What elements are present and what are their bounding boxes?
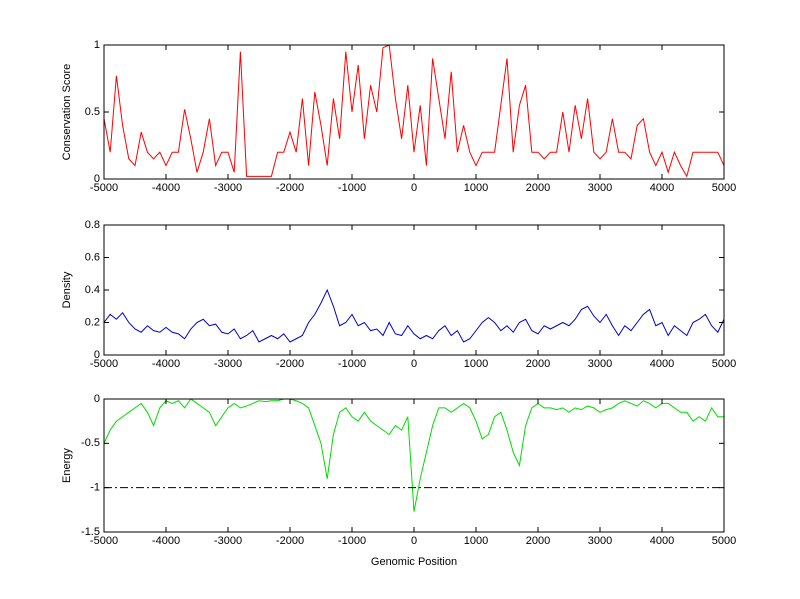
y-tick-label: 0.6 <box>85 251 100 263</box>
x-tick-label: 1000 <box>464 535 488 547</box>
x-tick-label: 4000 <box>650 535 674 547</box>
x-tick-label: 1000 <box>464 358 488 370</box>
x-tick-label: -5000 <box>90 535 118 547</box>
y-tick-label: -1 <box>90 482 100 494</box>
plot-area <box>104 225 724 355</box>
x-tick-label: -1000 <box>338 358 366 370</box>
x-tick-label: 0 <box>411 535 417 547</box>
x-tick-label: -2000 <box>276 182 304 194</box>
data-line <box>103 288 725 343</box>
x-tick-label: -4000 <box>152 535 180 547</box>
x-tick-label: 5000 <box>712 535 736 547</box>
x-tick-label: -5000 <box>90 182 118 194</box>
x-tick-label: -3000 <box>214 358 242 370</box>
x-tick-label: -4000 <box>152 358 180 370</box>
x-tick-label: 3000 <box>588 358 612 370</box>
plot-area <box>104 45 724 179</box>
y-tick-label: 0 <box>94 349 100 361</box>
y-tick-label: 1 <box>94 39 100 51</box>
x-axis-label: Genomic Position <box>371 556 457 568</box>
y-tick-label: 0.5 <box>85 106 100 118</box>
y-tick-label: -1.5 <box>81 526 100 538</box>
x-tick-label: 5000 <box>712 358 736 370</box>
plot-area <box>104 399 724 532</box>
x-tick-label: 5000 <box>712 182 736 194</box>
y-tick-label: 0 <box>94 393 100 405</box>
y-tick-label: -0.5 <box>81 437 100 449</box>
y-tick-label: 0 <box>94 173 100 185</box>
x-tick-label: 2000 <box>526 358 550 370</box>
x-tick-label: -4000 <box>152 182 180 194</box>
x-tick-label: 2000 <box>526 182 550 194</box>
x-tick-label: 4000 <box>650 182 674 194</box>
x-tick-label: 3000 <box>588 182 612 194</box>
y-axis-label: Energy <box>61 448 73 483</box>
x-tick-label: -1000 <box>338 182 366 194</box>
y-tick-label: 0.8 <box>85 219 100 231</box>
y-axis-label: Density <box>61 271 73 308</box>
y-tick-label: 0.4 <box>85 284 100 296</box>
x-tick-label: -3000 <box>214 182 242 194</box>
x-tick-label: -2000 <box>276 535 304 547</box>
x-tick-label: -3000 <box>214 535 242 547</box>
data-line <box>103 44 725 178</box>
data-line <box>103 398 724 512</box>
x-tick-label: -1000 <box>338 535 366 547</box>
x-tick-label: 2000 <box>526 535 550 547</box>
x-tick-label: 0 <box>411 182 417 194</box>
x-tick-label: 3000 <box>588 535 612 547</box>
x-tick-label: -2000 <box>276 358 304 370</box>
x-tick-label: 4000 <box>650 358 674 370</box>
x-tick-label: 0 <box>411 358 417 370</box>
y-axis-label: Conservation Score <box>61 64 73 161</box>
x-tick-label: -5000 <box>90 358 118 370</box>
y-tick-label: 0.2 <box>85 316 100 328</box>
x-tick-label: 1000 <box>464 182 488 194</box>
